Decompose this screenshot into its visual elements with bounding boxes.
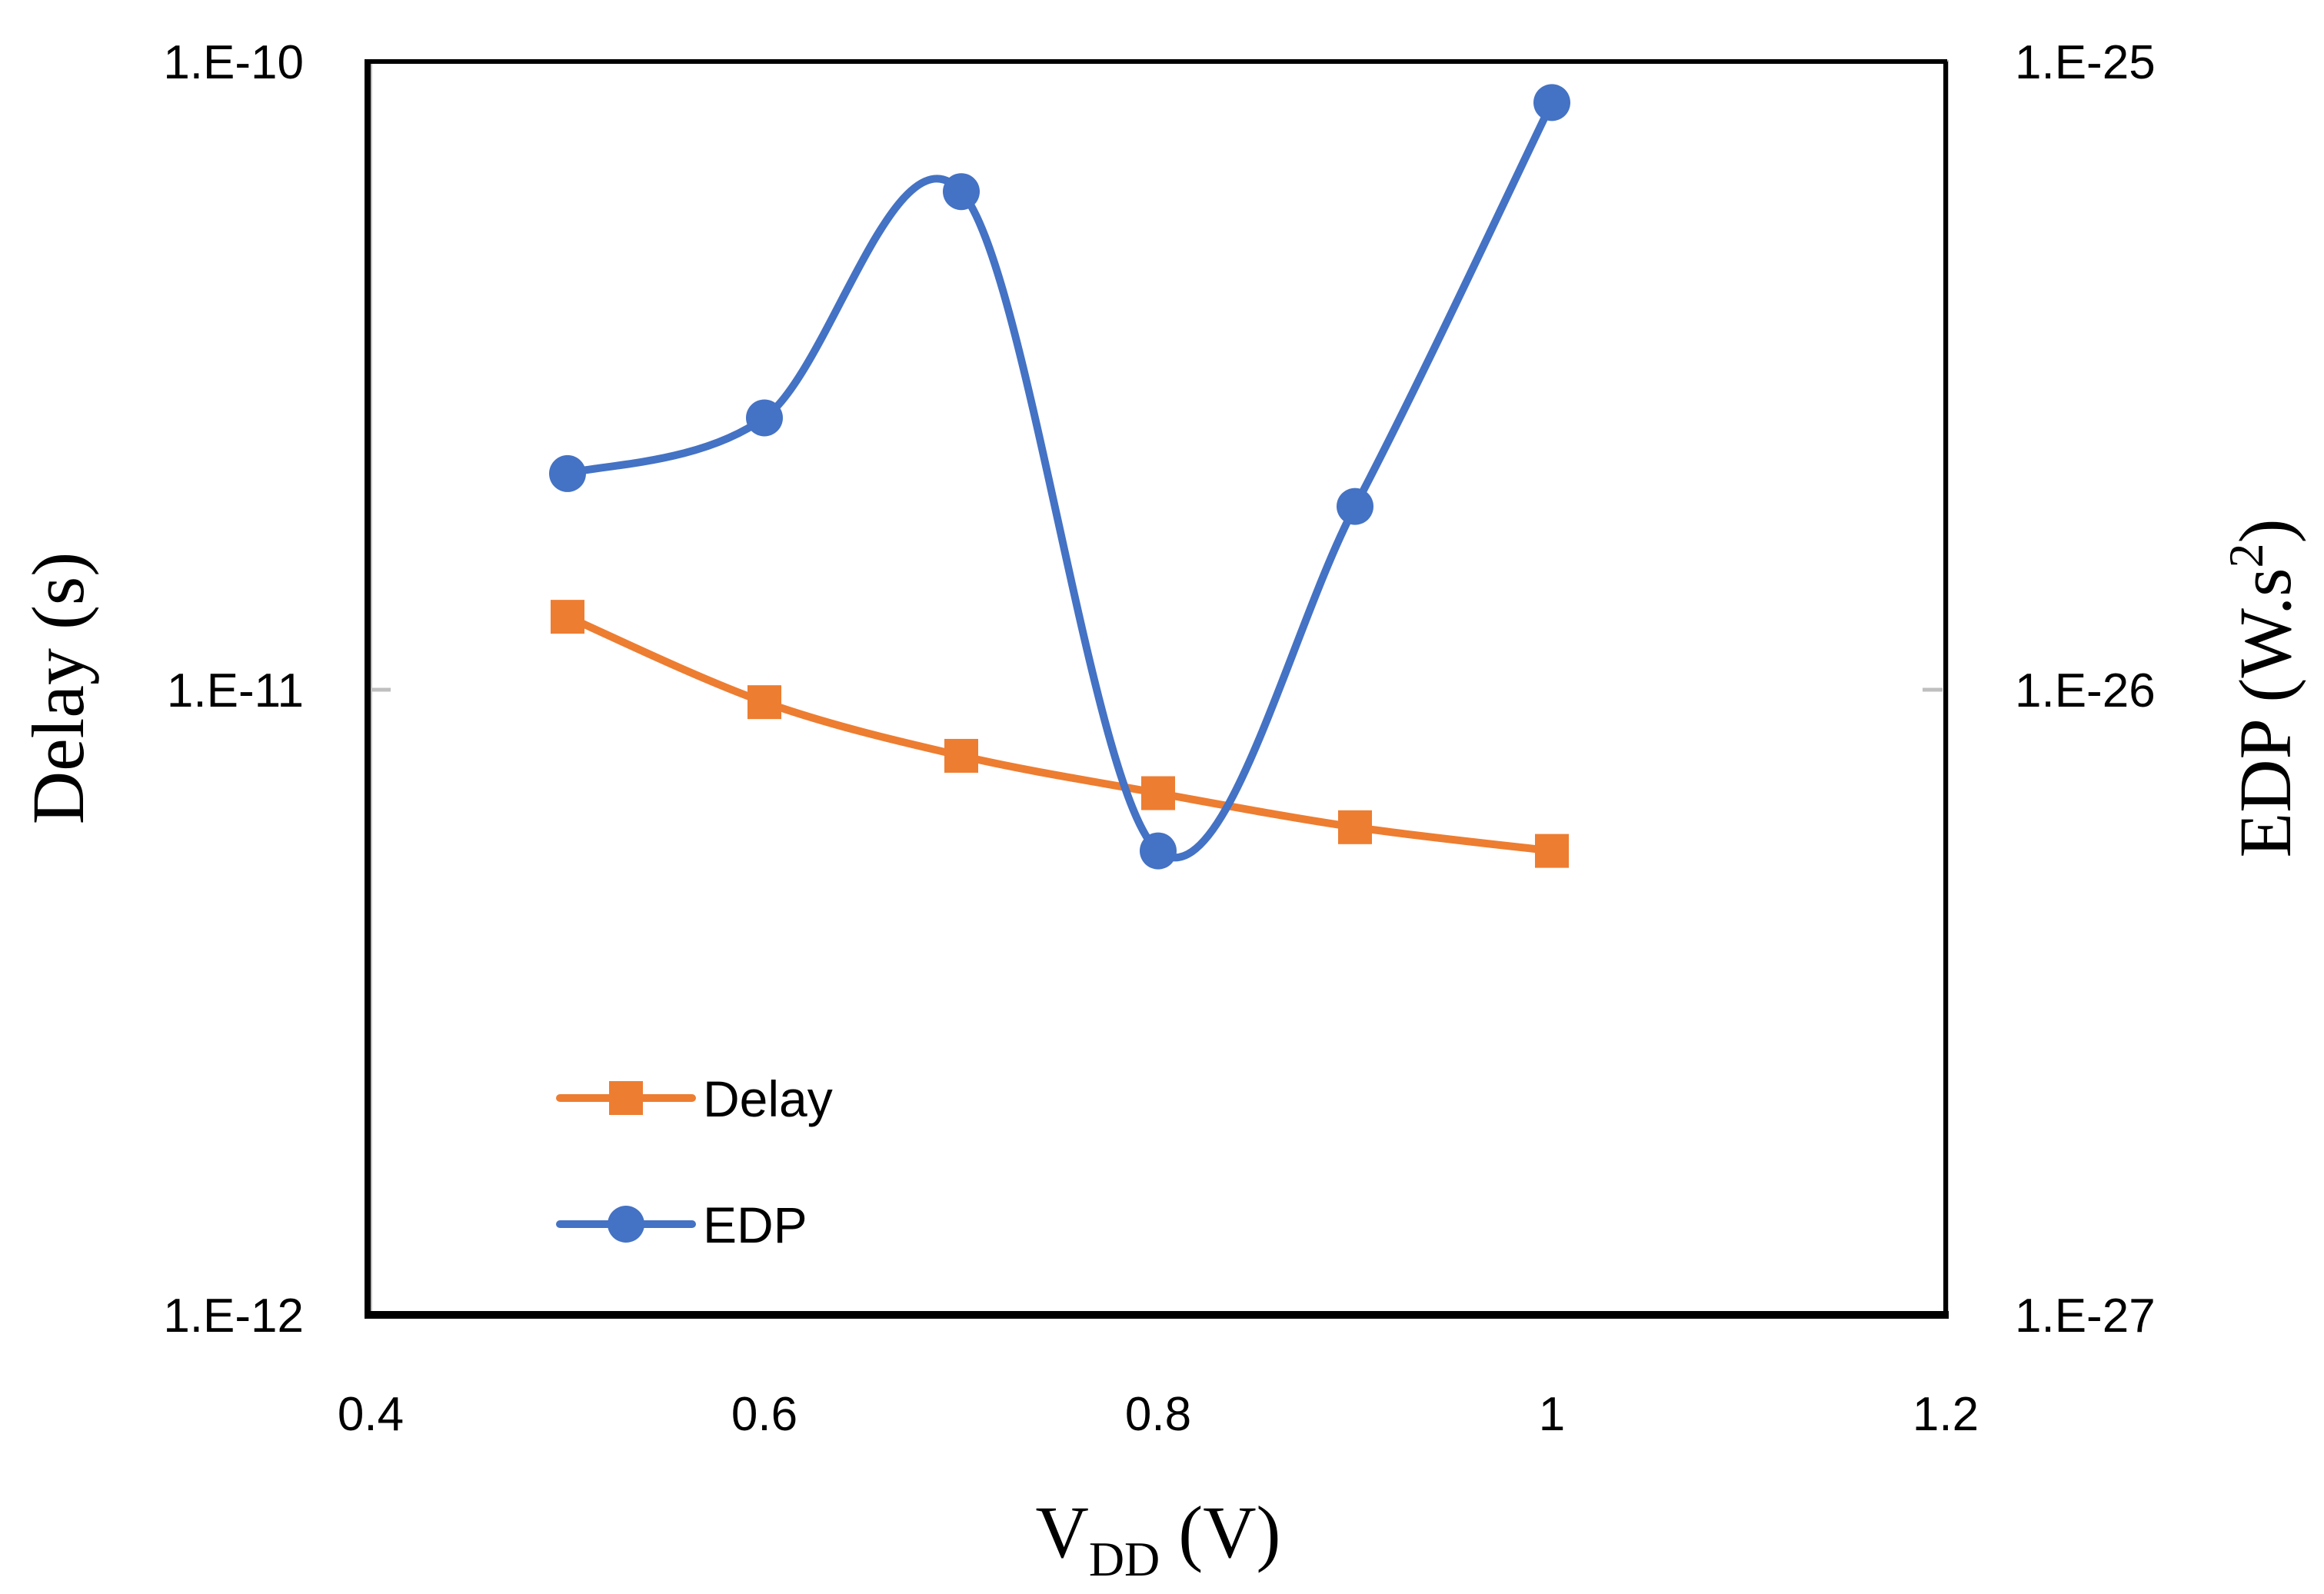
delay-data-point [1338, 810, 1372, 844]
y-right-axis-title: EDP (W.s2) [2219, 519, 2306, 858]
y-left-tick-label: 1.E-10 [163, 36, 304, 89]
legend: Delay EDP [556, 1070, 833, 1253]
legend-edp-label: EDP [703, 1196, 807, 1253]
y-right-tick-label: 1.E-27 [2015, 1290, 2156, 1343]
plot-area [369, 60, 1949, 1316]
edp-data-point [1140, 832, 1177, 870]
edp-data-point [1337, 488, 1373, 525]
delay-data-point [551, 600, 584, 634]
y-left-tick-label: 1.E-11 [167, 664, 304, 717]
y-left-axis-title: Delay (s) [17, 552, 99, 825]
delay-data-point [1535, 834, 1569, 868]
x-tick-label: 0.6 [731, 1388, 797, 1441]
edp-series-line [566, 101, 1556, 862]
y-left-tick-labels: 1.E-12 1.E-11 1.E-10 [163, 36, 304, 1343]
x-axis-title-main: V [1035, 1491, 1088, 1573]
x-tick-label: 0.4 [338, 1388, 404, 1441]
y-right-tick-label: 1.E-26 [2015, 664, 2156, 717]
edp-data-point [943, 173, 980, 211]
delay-series-line [566, 613, 1553, 855]
y-right-axis-title-close: ) [2224, 519, 2306, 544]
y-left-tick-label: 1.E-12 [163, 1290, 304, 1343]
x-axis-title-unit: (V) [1160, 1491, 1280, 1573]
delay-data-point [1141, 776, 1175, 810]
legend-delay-label: Delay [703, 1070, 833, 1127]
x-axis-title: VDD (V) [1035, 1491, 1280, 1586]
edp-data-point [746, 399, 783, 437]
delay-data-point [944, 738, 978, 773]
x-tick-labels: 0.4 0.6 0.8 1 1.2 [338, 1388, 1979, 1441]
legend-edp-marker [608, 1206, 644, 1243]
delay-data-point [747, 685, 781, 720]
edp-data-point [1533, 84, 1570, 121]
series-layer [549, 84, 1570, 870]
y-right-axis-title-main: EDP (W.s [2224, 568, 2306, 858]
legend-delay-marker [609, 1081, 643, 1115]
y-right-tick-label: 1.E-25 [2015, 36, 2156, 89]
y-right-axis-title-superscript: 2 [2219, 544, 2273, 568]
edp-data-point [549, 454, 586, 492]
x-tick-label: 1.2 [1913, 1388, 1979, 1441]
y-right-tick-labels: 1.E-27 1.E-26 1.E-25 [2015, 36, 2156, 1343]
x-tick-label: 1 [1539, 1388, 1565, 1441]
x-axis-title-subscript: DD [1089, 1532, 1160, 1586]
x-tick-label: 0.8 [1125, 1388, 1191, 1441]
